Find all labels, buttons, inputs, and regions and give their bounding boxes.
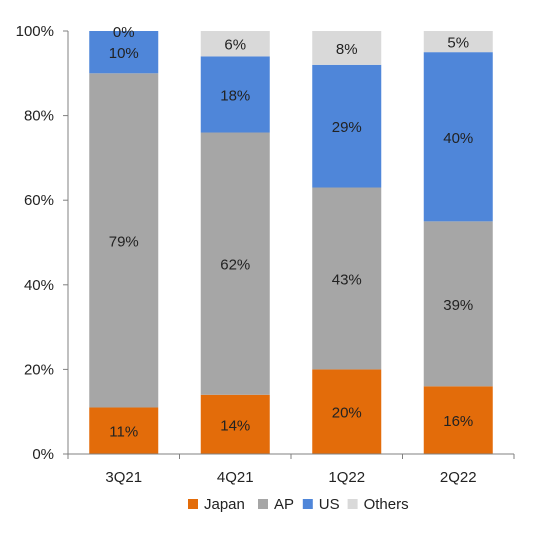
value-label-ap-2q22: 39% bbox=[443, 297, 473, 314]
value-label-others-4q21: 6% bbox=[224, 37, 246, 54]
value-label-japan-4q21: 14% bbox=[220, 417, 250, 434]
bar-japan-2q22 bbox=[423, 386, 493, 454]
bar-ap-4q21 bbox=[200, 132, 270, 395]
legend: Japan AP US Others bbox=[188, 496, 409, 513]
legend-label-japan: Japan bbox=[204, 496, 245, 513]
bar-others-4q21 bbox=[200, 31, 270, 57]
value-label-us-3q21: 10% bbox=[109, 45, 139, 62]
bars-layer bbox=[89, 31, 493, 454]
legend-label-ap: AP bbox=[274, 496, 294, 513]
value-labels-layer: 11% 79% 10% 0% 14% 62% 18% 6% 20% 43% 29% 8% 16% 39% 4… bbox=[109, 24, 474, 441]
x-tick-label: 4Q21 bbox=[217, 469, 254, 486]
legend-swatch-others bbox=[347, 499, 358, 509]
bar-ap-3q21 bbox=[89, 73, 159, 408]
axes-layer: 0% 20% 40% 60% 80% 100% 3Q21 4Q21 1Q22 2Q22 bbox=[16, 23, 515, 486]
x-tick-label: 1Q22 bbox=[328, 469, 365, 486]
y-tick-label: 80% bbox=[24, 108, 54, 125]
value-label-ap-4q21: 62% bbox=[220, 257, 250, 274]
y-tick-label: 60% bbox=[24, 192, 54, 209]
bar-ap-2q22 bbox=[423, 221, 493, 387]
bar-japan-3q21 bbox=[89, 407, 159, 454]
bar-others-2q22 bbox=[423, 31, 493, 53]
value-label-japan-1q22: 20% bbox=[332, 405, 362, 422]
bar-japan-4q21 bbox=[200, 394, 270, 454]
value-label-others-2q22: 5% bbox=[447, 35, 469, 52]
value-label-japan-2q22: 16% bbox=[443, 413, 473, 430]
bar-us-1q22 bbox=[312, 64, 382, 188]
value-label-us-1q22: 29% bbox=[332, 119, 362, 136]
bar-us-3q21 bbox=[89, 31, 159, 74]
bar-us-2q22 bbox=[423, 52, 493, 222]
legend-swatch-japan bbox=[188, 499, 198, 509]
legend-swatch-us bbox=[302, 499, 313, 509]
value-label-others-3q21: 0% bbox=[113, 24, 135, 41]
bar-others-1q22 bbox=[312, 31, 382, 65]
bar-us-4q21 bbox=[200, 56, 270, 133]
y-tick-label: 100% bbox=[16, 23, 54, 40]
value-label-ap-1q22: 43% bbox=[332, 271, 362, 288]
value-label-japan-3q21: 11% bbox=[109, 424, 138, 441]
y-tick-label: 40% bbox=[24, 277, 54, 294]
x-tick-label: 3Q21 bbox=[105, 469, 142, 486]
bar-japan-1q22 bbox=[312, 369, 382, 454]
value-label-us-2q22: 40% bbox=[443, 130, 473, 147]
value-label-ap-3q21: 79% bbox=[109, 233, 139, 250]
legend-label-us: US bbox=[319, 496, 340, 513]
bar-ap-1q22 bbox=[312, 187, 382, 370]
x-tick-label: 2Q22 bbox=[440, 469, 477, 486]
y-tick-label: 20% bbox=[24, 361, 54, 378]
value-label-us-4q21: 18% bbox=[220, 87, 250, 104]
legend-swatch-ap bbox=[258, 499, 268, 509]
y-tick-label: 0% bbox=[32, 446, 54, 463]
legend-label-others: Others bbox=[364, 496, 409, 513]
value-label-others-1q22: 8% bbox=[336, 41, 358, 58]
